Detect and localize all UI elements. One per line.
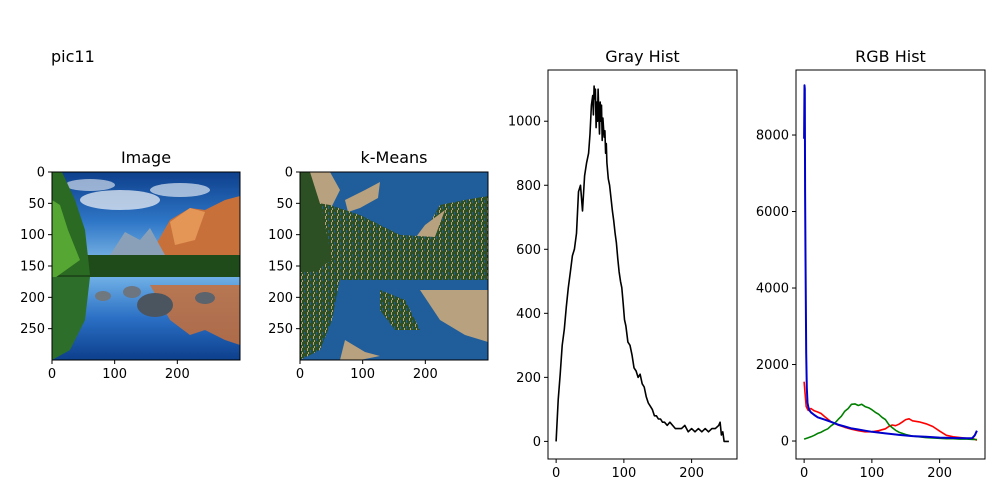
rgb-hist-xtick-label: 0 [800,466,808,481]
rgb-hist-title: RGB Hist [855,47,926,66]
gray-hist-ticks: 0 100 200 0 200 400 600 800 1000 [508,115,704,481]
image-title: Image [121,148,171,167]
gray-hist-xtick-label: 0 [552,466,560,481]
gray-hist-ytick-label: 400 [516,307,541,322]
rgb-hist-series-line-0 [803,381,978,442]
gray-hist-plot [555,85,729,443]
kmeans-ytick-label: 100 [268,228,293,243]
gray-hist-ytick-label: 800 [516,179,541,194]
image-ytick-label: 250 [20,322,45,337]
rgb-hist-ytick-label: 2000 [756,358,789,373]
kmeans-ytick-label: 50 [276,197,293,212]
rgb-hist-xtick-label: 200 [927,466,952,481]
gray-hist-series-line-0 [555,85,729,443]
kmeans-ytick-label: 0 [285,166,293,181]
gray-hist-ytick-label: 200 [516,371,541,386]
rgb-hist-ytick-label: 6000 [756,205,789,220]
gray-hist-ytick-label: 600 [516,243,541,258]
kmeans-title: k-Means [361,148,428,167]
gray-hist-xtick-label: 200 [679,466,704,481]
gray-hist-ytick-label: 1000 [508,115,541,130]
gray-hist-xtick-label: 100 [611,466,636,481]
gray-hist-ytick-label: 0 [533,435,541,450]
rgb-hist-plot [803,84,978,442]
image-axis: Image 0 100 200 0 50 100 150 200 250 [20,148,241,383]
lake-photo [52,172,240,360]
rgb-hist-ytick-label: 0 [781,435,789,450]
rgb-hist-xtick-label: 100 [859,466,884,481]
kmeans-ytick-label: 200 [268,291,293,306]
image-ytick-label: 200 [20,291,45,306]
image-xtick-label: 0 [48,367,56,382]
image-xtick-label: 200 [165,367,190,382]
gray-hist-title: Gray Hist [605,47,679,66]
rgb-hist-series-line-2 [803,84,978,440]
image-ticks: 0 100 200 0 50 100 150 200 250 [20,166,190,383]
kmeans-axis: k-Means 0 100 200 0 50 100 150 200 250 [268,148,489,383]
kmeans-xtick-label: 0 [296,367,304,382]
kmeans-ytick-label: 250 [268,322,293,337]
rgb-hist-ytick-label: 8000 [756,129,789,144]
kmeans-ytick-label: 150 [268,260,293,275]
image-ytick-label: 150 [20,260,45,275]
kmeans-image [300,172,488,360]
image-ytick-label: 100 [20,228,45,243]
kmeans-xtick-label: 200 [413,367,438,382]
rgb-hist-ytick-label: 4000 [756,282,789,297]
image-ytick-label: 0 [37,166,45,181]
figure-suptitle: pic11 [51,47,95,66]
kmeans-xtick-label: 100 [350,367,375,382]
image-xtick-label: 100 [102,367,127,382]
gray-hist-axis: Gray Hist 0 100 200 0 200 400 600 800 1000 [508,47,738,481]
kmeans-ticks: 0 100 200 0 50 100 150 200 250 [268,166,438,383]
image-ytick-label: 50 [28,197,45,212]
